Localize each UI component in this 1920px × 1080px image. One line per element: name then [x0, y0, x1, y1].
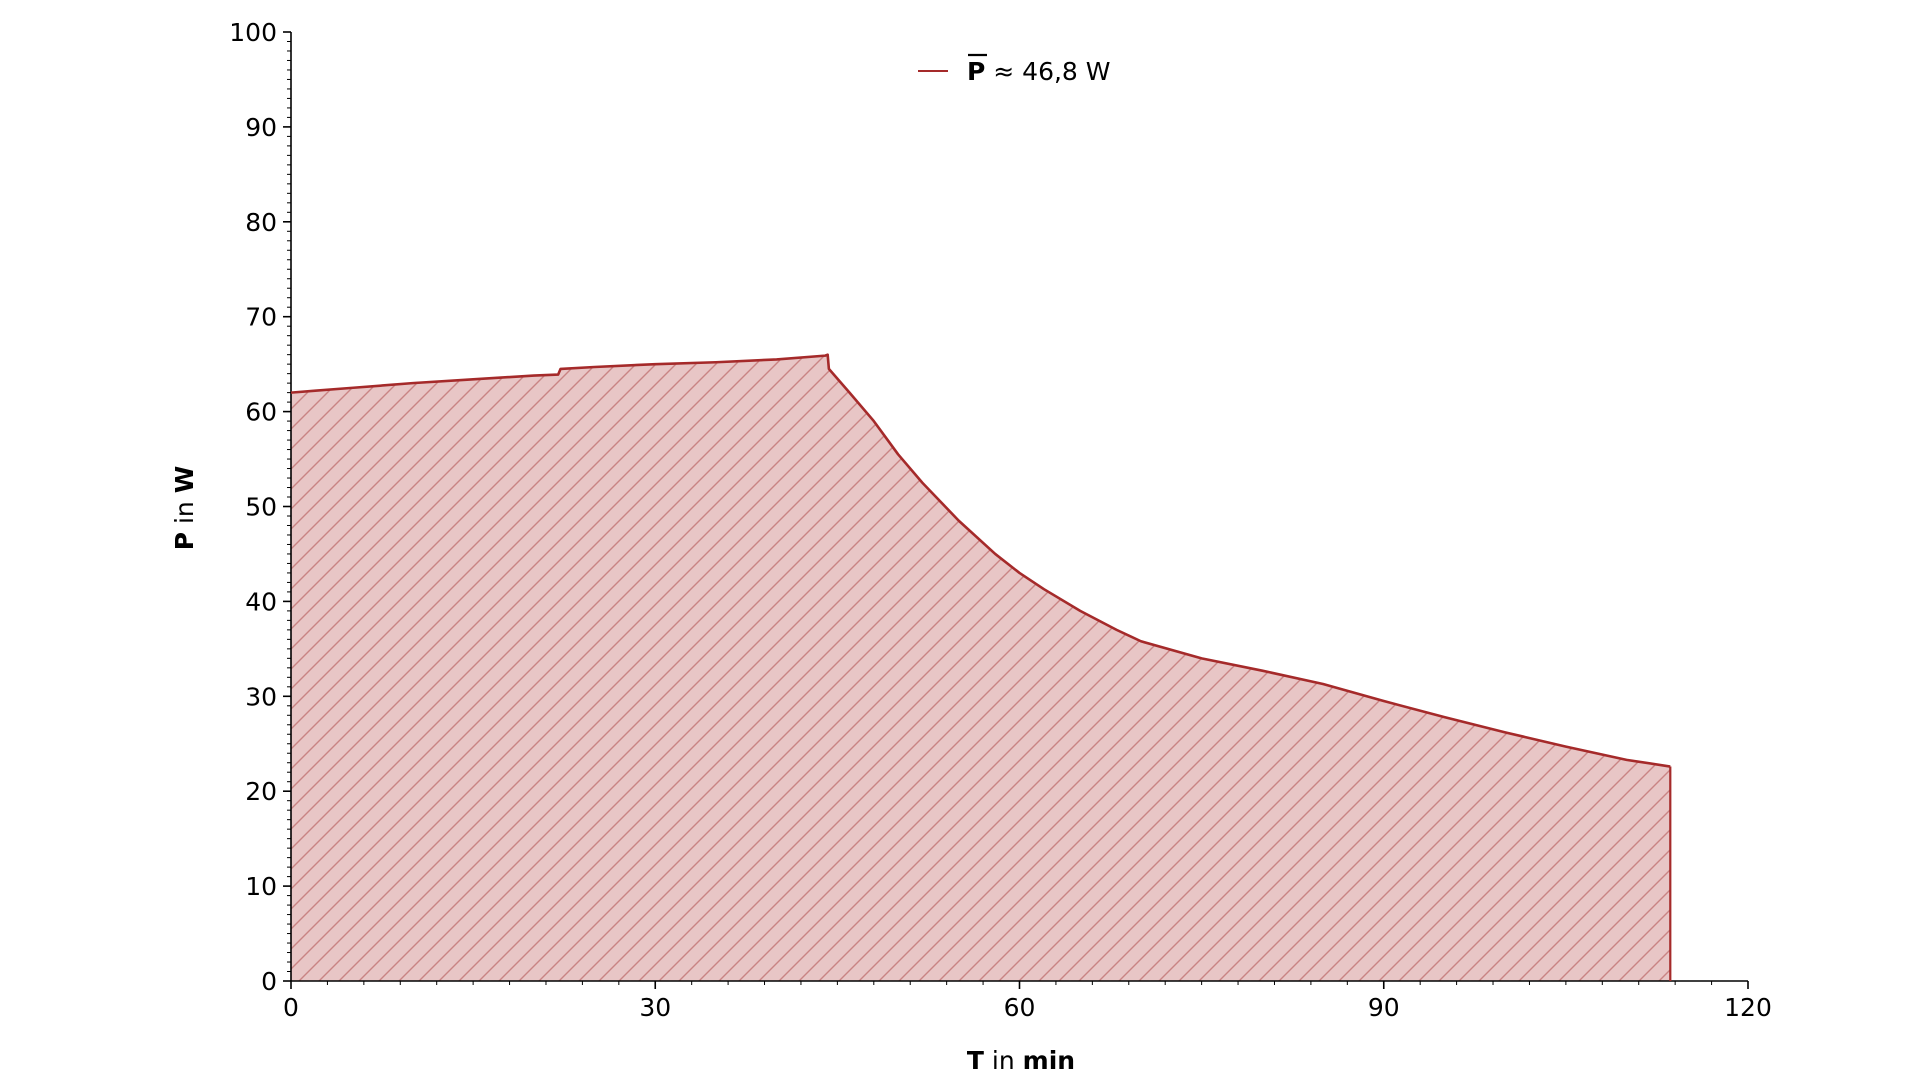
y-tick-label: 80	[245, 208, 277, 237]
y-tick-label: 40	[245, 587, 277, 616]
y-tick-label: 60	[245, 398, 277, 427]
series-line	[290, 353, 1671, 768]
area-hatch	[291, 354, 1671, 981]
x-axis-title: T in min	[967, 1046, 1075, 1075]
y-tick-label: 10	[245, 872, 277, 901]
x-tick-label: 30	[639, 993, 671, 1022]
y-tick-label: 50	[245, 493, 277, 522]
line-layer	[290, 353, 1672, 981]
y-tick-label: 90	[245, 113, 277, 142]
y-axis-var: P	[170, 532, 199, 550]
x-axis-var: T	[967, 1046, 984, 1075]
x-axis-unit: min	[1023, 1046, 1075, 1075]
axes-layer: 0 10 20 30 40 50 60 70 80 90 100 0 30 60 90 120	[229, 18, 1772, 1022]
area-layer	[291, 354, 1671, 981]
y-tick-label: 30	[245, 682, 277, 711]
legend-value: ≈ 46,8 W	[985, 57, 1110, 86]
x-tick-label: 90	[1368, 993, 1400, 1022]
legend-symbol: P	[967, 57, 985, 86]
y-axis-unit: W	[170, 466, 199, 494]
y-tick-label: 70	[245, 303, 277, 332]
legend: P ≈ 46,8 W	[918, 53, 1111, 86]
y-tick-label: 20	[245, 777, 277, 806]
y-axis-joiner: in	[170, 493, 199, 532]
x-tick-label: 120	[1724, 993, 1772, 1022]
x-tick-label: 0	[283, 993, 299, 1022]
y-tick-label: 0	[261, 967, 277, 996]
y-axis-title: P in W	[170, 466, 199, 551]
x-tick-label: 60	[1004, 993, 1036, 1022]
legend-label: P ≈ 46,8 W	[967, 57, 1111, 86]
y-tick-label: 100	[229, 18, 277, 47]
x-axis-joiner: in	[984, 1046, 1023, 1075]
